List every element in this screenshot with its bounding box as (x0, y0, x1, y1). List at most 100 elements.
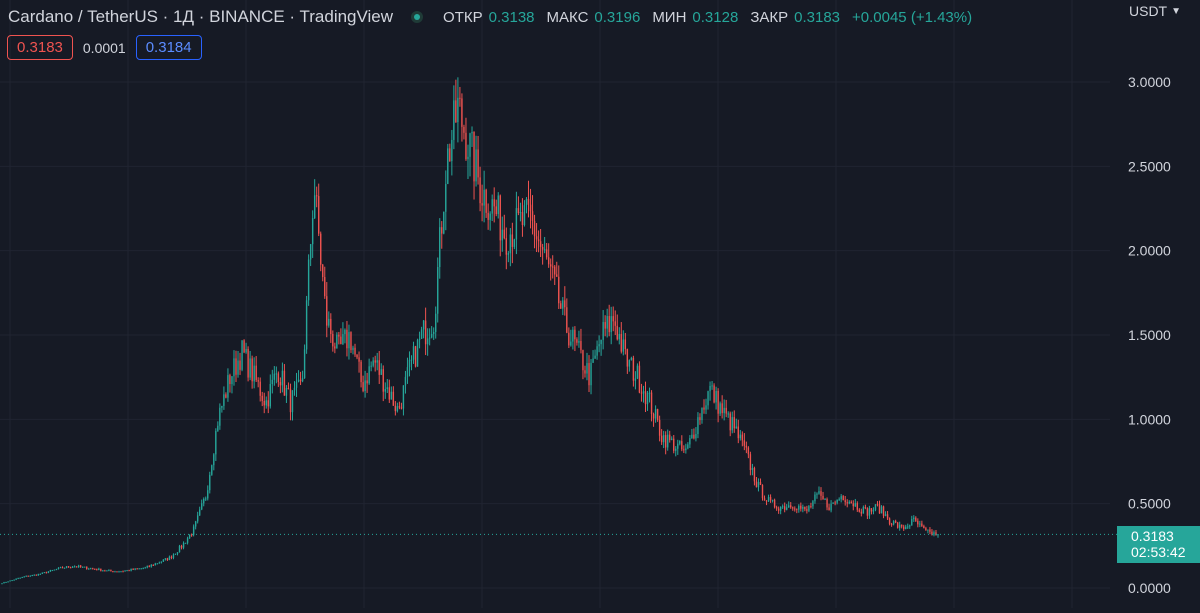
candle-body (543, 249, 546, 251)
candle-body (727, 413, 729, 415)
sell-price-button[interactable]: 0.3183 (7, 35, 73, 60)
currency-selector[interactable]: USDT ▼ (1129, 3, 1181, 19)
candle-body (378, 360, 380, 375)
candle-body (892, 521, 895, 525)
candle-body (539, 241, 542, 247)
candle-body (15, 578, 17, 580)
candle-body (92, 568, 94, 570)
candle-body (23, 576, 25, 578)
candle-body (61, 567, 64, 569)
candle-body (856, 503, 859, 510)
candle-body (420, 329, 423, 339)
candle-body (207, 490, 209, 499)
candle-body (94, 568, 96, 570)
candle-body (17, 578, 19, 580)
candle-body (122, 571, 124, 573)
candle-body (43, 572, 46, 574)
candle-body (388, 387, 391, 400)
low-value: 0.3128 (692, 8, 739, 26)
candle-body (104, 570, 106, 572)
candle-body (584, 370, 586, 374)
candle-body (27, 575, 29, 577)
candle-body (870, 508, 873, 512)
candle-body (521, 212, 524, 226)
candle-body (380, 369, 382, 375)
candle-body (842, 496, 844, 501)
candle-body (725, 407, 727, 414)
candle-body (664, 435, 667, 448)
candle-body (828, 507, 830, 511)
candle-body (896, 522, 899, 528)
candle-body (348, 332, 350, 349)
candle-body (493, 199, 495, 207)
candle-body (477, 149, 479, 178)
candle-body (372, 360, 374, 366)
candle-body (426, 338, 429, 345)
candle-body (572, 329, 574, 342)
candle-body (699, 417, 701, 421)
candle-body (281, 370, 284, 386)
candle-body (305, 300, 308, 350)
candle-body (201, 503, 203, 510)
market-status-icon[interactable] (411, 11, 424, 23)
candle-body (112, 571, 114, 573)
candle-body (513, 239, 516, 247)
candle-body (184, 542, 187, 544)
candle-body (128, 570, 130, 572)
candle-body (215, 430, 217, 455)
candle-body (894, 521, 897, 523)
candle-body (406, 367, 409, 377)
symbol-title[interactable]: Cardano / TetherUS · 1Д · BINANCE · Trad… (8, 7, 394, 26)
candle-body (233, 358, 235, 377)
candle-body (96, 569, 98, 571)
candle-body (41, 572, 44, 574)
candle-body (560, 303, 562, 309)
candle-body (648, 392, 651, 394)
candle-body (933, 532, 935, 535)
chart-header: Cardano / TetherUS · 1Д · BINANCE · Trad… (8, 6, 972, 28)
candle-body (277, 373, 280, 382)
candle-body (293, 387, 296, 391)
candle-body (761, 484, 764, 499)
candle-body (445, 183, 447, 212)
candle-body (257, 380, 259, 382)
candle-body (217, 425, 219, 431)
candle-body (88, 568, 90, 570)
candle-body (428, 337, 431, 339)
candle-body (662, 435, 665, 443)
candle-body (130, 568, 132, 571)
candle-body (931, 531, 933, 535)
candle-body (503, 229, 505, 239)
candle-body (545, 249, 548, 258)
candle-body (239, 360, 241, 370)
candle-body (227, 375, 229, 398)
candle-body (301, 378, 304, 382)
candle-body (558, 276, 560, 304)
buy-price-button[interactable]: 0.3184 (135, 35, 202, 60)
candle-body (602, 322, 604, 340)
candle-body (309, 244, 312, 260)
candle-body (888, 518, 891, 524)
candle-body (303, 349, 306, 379)
candle-body (271, 379, 274, 385)
candle-body (767, 497, 770, 502)
candle-body (3, 582, 5, 584)
close-value: 0.3183 (794, 8, 841, 26)
candle-body (844, 500, 846, 503)
candle-body (237, 360, 239, 375)
candle-body (124, 570, 126, 572)
candle-body (422, 320, 425, 330)
candle-body (479, 177, 481, 204)
candle-body (33, 574, 35, 576)
candle-body (703, 407, 705, 410)
candle-body (69, 567, 72, 569)
candle-body (259, 381, 261, 396)
candle-body (273, 373, 276, 380)
candle-body (610, 316, 612, 333)
candle-body (757, 482, 760, 488)
candle-body (451, 139, 453, 162)
candle-body (188, 534, 191, 539)
candle-body (570, 341, 572, 346)
